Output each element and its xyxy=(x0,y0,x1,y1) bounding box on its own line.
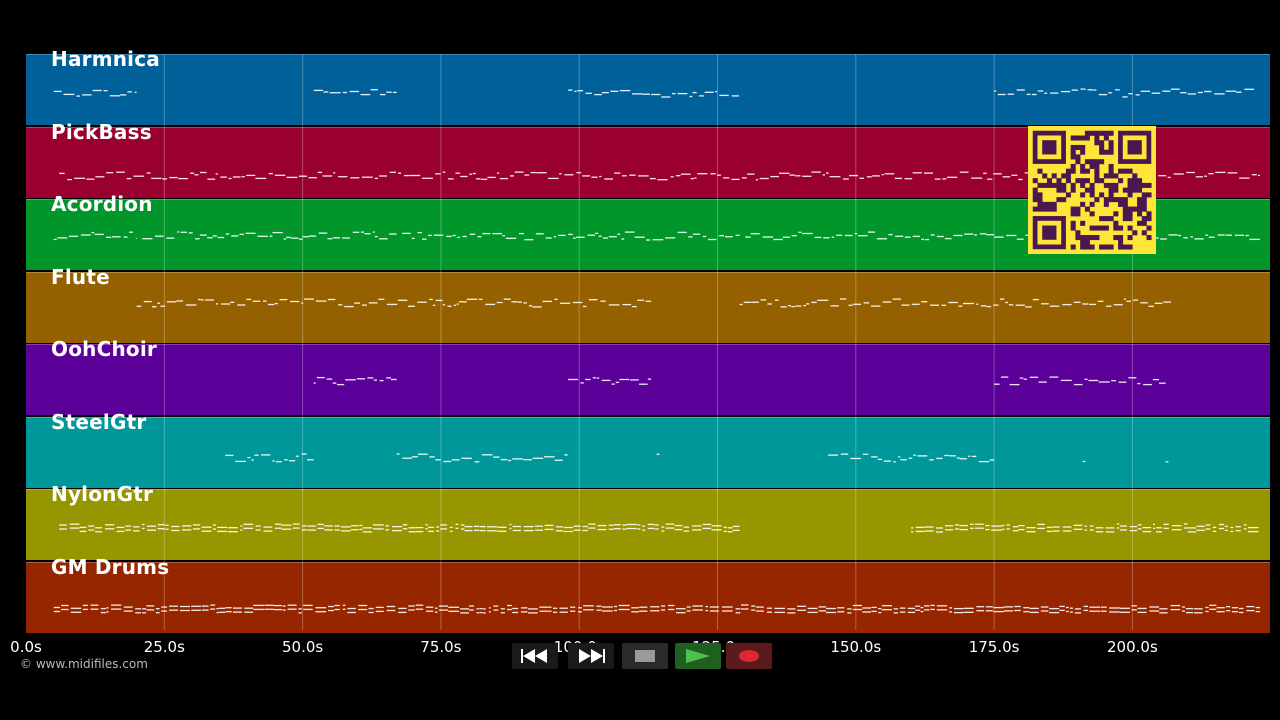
tick-label: 175.0s xyxy=(968,638,1020,656)
track-label: SteelGtr xyxy=(51,409,147,434)
note-lane xyxy=(136,297,1172,308)
tick-label: 50.0s xyxy=(281,638,324,656)
fast-forward-icon xyxy=(579,649,605,663)
track-gm-drums: GM Drums xyxy=(26,555,1270,633)
tick-label: 25.0s xyxy=(143,638,185,656)
fast-forward-button[interactable] xyxy=(568,643,614,669)
track-label: Acordion xyxy=(51,192,153,216)
track-nylongtr: NylonGtr xyxy=(26,482,1270,560)
piano-roll: Harmnica PickBass Acordion Flute OohChoir Ste… xyxy=(26,47,1270,633)
track-label: Harmnica xyxy=(51,47,160,71)
track-flute: Flute xyxy=(26,265,1270,343)
track-oohchoir: OohChoir xyxy=(26,337,1270,415)
track-label: PickBass xyxy=(51,119,152,144)
note-lane xyxy=(225,452,1169,463)
note-lane xyxy=(53,603,1260,614)
qr-code[interactable] xyxy=(1028,126,1156,254)
play-button[interactable] xyxy=(675,643,721,669)
stop-icon xyxy=(635,650,655,662)
note-lane xyxy=(59,170,1260,181)
note-lane xyxy=(313,376,1166,386)
stop-button[interactable] xyxy=(622,643,668,669)
rewind-icon xyxy=(521,649,547,663)
track-label: GM Drums xyxy=(51,554,170,579)
track-harmnica: Harmnica xyxy=(26,47,1270,125)
tick-label: 0.0s xyxy=(10,638,42,656)
record-icon xyxy=(739,650,759,662)
rewind-button[interactable] xyxy=(512,643,558,669)
track-label: Flute xyxy=(51,264,110,289)
copyright-text: © www.midifiles.com xyxy=(20,657,148,671)
track-steelgtr: SteelGtr xyxy=(26,410,1270,488)
tick-label: 75.0s xyxy=(420,638,462,656)
tick-label: 200.0s xyxy=(1107,638,1158,656)
track-label: OohChoir xyxy=(51,337,157,361)
record-button[interactable] xyxy=(726,643,772,669)
note-lane xyxy=(59,523,1259,533)
track-label: NylonGtr xyxy=(51,482,154,506)
qr-code-icon xyxy=(1032,130,1152,250)
play-icon xyxy=(686,649,710,663)
note-lane xyxy=(53,88,1255,98)
tick-label: 150.0s xyxy=(830,638,882,656)
transport-controls xyxy=(510,643,772,669)
